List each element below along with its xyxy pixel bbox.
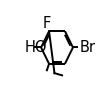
Text: Br: Br	[80, 40, 96, 55]
Text: F: F	[42, 16, 51, 31]
Text: HO: HO	[25, 40, 47, 55]
